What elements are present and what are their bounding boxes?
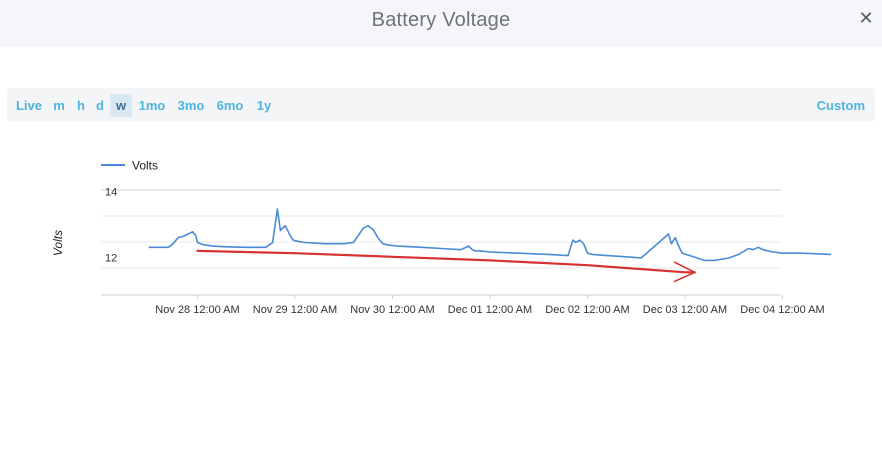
dialog-header: Battery Voltage ✕ bbox=[0, 0, 882, 46]
x-tick-label: Dec 03 12:00 AM bbox=[643, 304, 727, 316]
series-volts bbox=[148, 208, 832, 262]
dialog-title: Battery Voltage bbox=[371, 9, 511, 31]
range-day-button[interactable]: d bbox=[96, 98, 104, 113]
x-tick-labels: Nov 28 12:00 AM Nov 29 12:00 AM Nov 30 12:… bbox=[155, 295, 825, 316]
time-range-bar: Live m h d w 1mo 3mo 6mo 1y Custom bbox=[7, 88, 875, 121]
range-3mo-button[interactable]: 3mo bbox=[177, 98, 205, 113]
annotation-arrow-head bbox=[673, 261, 697, 283]
series-line-volts bbox=[148, 208, 832, 262]
y-tick-label: 14 bbox=[105, 187, 117, 199]
x-tick-label: Dec 02 12:00 AM bbox=[545, 304, 629, 316]
range-1y-button[interactable]: 1y bbox=[256, 98, 272, 113]
y-tick-labels: 12 14 bbox=[105, 187, 117, 265]
custom-range-button[interactable]: Custom bbox=[816, 98, 865, 113]
trend-annotation bbox=[196, 249, 697, 283]
legend-label: Volts bbox=[132, 159, 158, 173]
y-tick-label: 12 bbox=[105, 252, 117, 264]
range-minute-button[interactable]: m bbox=[53, 98, 65, 113]
range-week-button[interactable]: w bbox=[110, 94, 132, 117]
x-tick-label: Nov 29 12:00 AM bbox=[253, 304, 337, 316]
range-live-button[interactable]: Live bbox=[15, 98, 42, 113]
y-axis-label: Volts bbox=[51, 230, 65, 256]
x-tick-label: Nov 28 12:00 AM bbox=[155, 304, 239, 316]
chart-legend: Volts bbox=[101, 159, 158, 173]
x-tick-label: Dec 04 12:00 AM bbox=[740, 304, 824, 316]
x-tick-label: Nov 30 12:00 AM bbox=[350, 304, 434, 316]
x-tick-label: Dec 01 12:00 AM bbox=[448, 304, 532, 316]
close-icon[interactable]: ✕ bbox=[858, 8, 874, 29]
chart-grid bbox=[101, 189, 781, 296]
range-6mo-button[interactable]: 6mo bbox=[216, 98, 244, 113]
annotation-arrow-line bbox=[196, 249, 696, 274]
range-1mo-button[interactable]: 1mo bbox=[138, 98, 166, 113]
range-hour-button[interactable]: h bbox=[77, 98, 85, 113]
